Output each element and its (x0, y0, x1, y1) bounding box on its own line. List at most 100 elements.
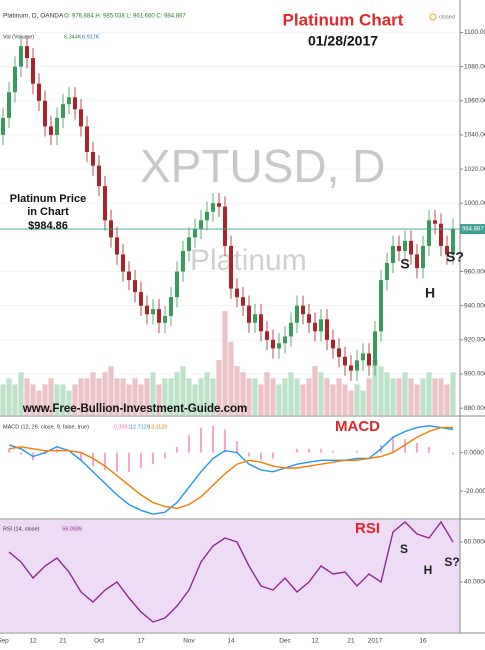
volume-bar (210, 378, 216, 415)
volume-bar (450, 372, 456, 415)
y-tick-label: 900.000 (464, 371, 485, 378)
histogram-bar (224, 429, 226, 453)
candle-body (61, 104, 65, 118)
panel-legend-value: -0.3991 (112, 424, 131, 430)
histogram-bar (44, 452, 46, 455)
histogram-bar (320, 448, 322, 453)
candle-body (271, 339, 275, 349)
candle-body (127, 271, 131, 281)
candle-body (151, 309, 155, 315)
x-tick-label: 21 (347, 638, 355, 645)
volume-bar (198, 378, 204, 415)
axis-background (460, 0, 485, 650)
y-tick-label: 40.0000 (464, 579, 485, 586)
volume-bar (24, 378, 30, 415)
volume-bar (264, 372, 270, 415)
histogram-bar (92, 452, 94, 467)
volume-bar (312, 366, 318, 415)
volume-bar (30, 384, 36, 415)
volume-bar (90, 372, 96, 415)
volume-bar (18, 372, 24, 415)
volume-bar (414, 384, 420, 415)
candle-body (139, 292, 143, 306)
website: www.Free-Bullion-Investment-Guide.com (22, 403, 248, 415)
candle-body (415, 254, 419, 269)
volume-bar (96, 378, 102, 415)
candle-body (205, 211, 209, 221)
volume-bar (420, 378, 426, 415)
candle-body (427, 220, 431, 246)
volume-value: 6.344K (64, 34, 82, 40)
x-tick-label: Nov (183, 638, 195, 645)
watermark-sub: Platinum (190, 244, 307, 277)
volume-bar (288, 372, 294, 415)
candle-body (391, 245, 395, 264)
candle-body (241, 297, 245, 306)
watermark: XPTUSD, D (140, 140, 385, 192)
x-tick-label: 12 (311, 638, 319, 645)
volume-bar (162, 378, 168, 415)
x-tick-label: Oct (94, 638, 104, 645)
candle-body (199, 220, 203, 229)
histogram-bar (8, 448, 10, 453)
candle-body (145, 305, 149, 315)
volume-bar (318, 372, 324, 415)
volume-bar (396, 378, 402, 415)
volume-bar (12, 384, 18, 415)
volume-bar (306, 378, 312, 415)
volume-bar (372, 360, 378, 415)
candle-body (397, 245, 401, 252)
volume-bar (330, 384, 336, 415)
volume-bar (444, 384, 450, 415)
histogram-bar (140, 452, 142, 468)
pattern-label: S (400, 256, 409, 272)
volume-bar (66, 390, 72, 415)
volume-value: 6.917K (82, 34, 100, 40)
candle-body (451, 228, 455, 255)
indicator-line (8, 426, 453, 510)
candle-body (103, 186, 107, 221)
volume-bar (408, 378, 414, 415)
candle-body (235, 288, 239, 298)
candle-body (115, 237, 119, 255)
y-tick-label: 960.000 (464, 268, 485, 275)
histogram-bar (260, 452, 262, 461)
candle-body (1, 117, 5, 135)
candle-body (343, 356, 347, 366)
volume-bar (144, 378, 150, 415)
ohlc: O: 976.884 H: 985.038 L: 961.660 C: 984.… (64, 14, 186, 20)
volume-bar (390, 378, 396, 415)
histogram-bar (212, 425, 214, 453)
volume-bar (174, 372, 180, 415)
x-tick-label: 12 (29, 638, 37, 645)
candle-body (325, 319, 329, 340)
volume-bar (354, 384, 360, 415)
volume-bar (60, 384, 66, 415)
candle-body (37, 83, 41, 101)
volume-bar (246, 378, 252, 415)
panel-label: MACD (335, 418, 380, 435)
symbol: Platinum, D, OANDA (3, 13, 64, 20)
candle-body (307, 314, 311, 323)
y-tick-label: 920.000 (464, 337, 485, 344)
volume-bar (378, 366, 384, 415)
x-tick-label: Sep (0, 638, 9, 645)
volume-bar (360, 390, 366, 415)
histogram-bar (308, 448, 310, 453)
candle-body (361, 353, 365, 361)
pattern-label: S? (446, 249, 464, 265)
volume-bar (186, 378, 192, 415)
volume-bar (432, 378, 438, 415)
candle-body (121, 254, 125, 272)
volume-bar (6, 378, 12, 415)
candle-body (13, 66, 17, 93)
candle-body (193, 228, 197, 238)
candle-body (445, 245, 449, 255)
candle-body (253, 314, 257, 323)
candle-body (7, 92, 11, 118)
volume-bar (0, 384, 6, 415)
volume-bar (102, 372, 108, 415)
candle-body (265, 331, 269, 340)
histogram-bar (272, 452, 274, 459)
